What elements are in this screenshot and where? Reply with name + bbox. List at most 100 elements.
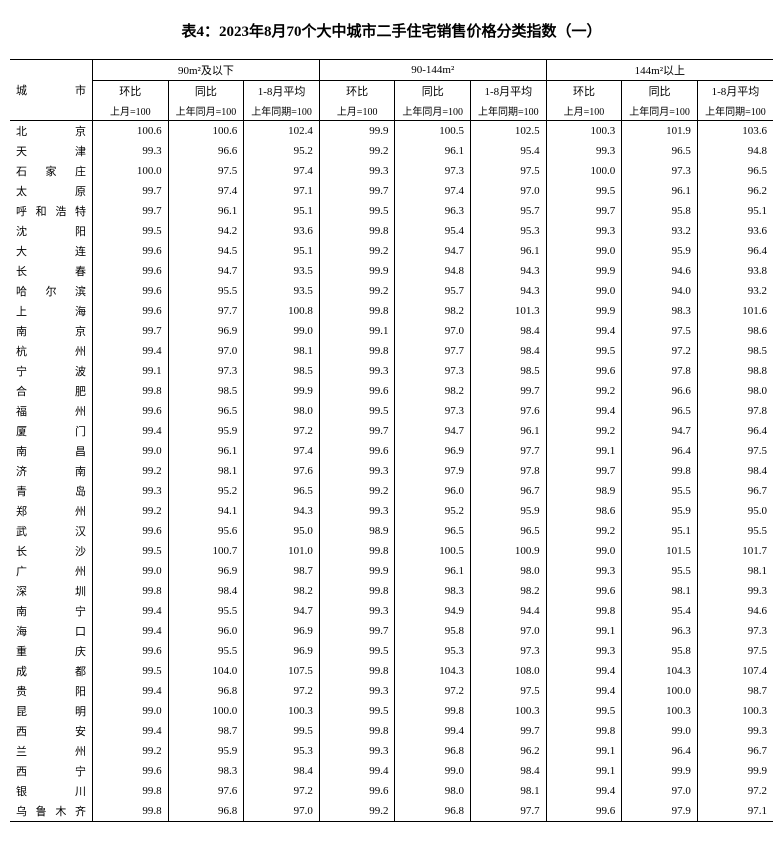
city-cell: 郑 州 (10, 501, 93, 521)
table-row: 南 昌99.096.197.499.696.997.799.196.497.5 (10, 441, 773, 461)
city-cell: 长 沙 (10, 541, 93, 561)
value-cell: 99.3 (546, 561, 622, 581)
table-row: 武 汉99.695.695.098.996.596.599.295.195.5 (10, 521, 773, 541)
value-cell: 96.7 (697, 481, 773, 501)
value-cell: 96.4 (697, 241, 773, 261)
city-cell: 北 京 (10, 121, 93, 142)
city-cell: 长 春 (10, 261, 93, 281)
value-cell: 99.5 (319, 641, 395, 661)
value-cell: 97.9 (395, 461, 471, 481)
city-cell: 西 安 (10, 721, 93, 741)
value-cell: 96.5 (471, 521, 547, 541)
table-row: 兰 州99.295.995.399.396.896.299.196.496.7 (10, 741, 773, 761)
price-index-table: 城市 90m²及以下 90-144m² 144m²以上 环比 同比 1-8月平均… (10, 59, 773, 822)
value-cell: 99.4 (546, 681, 622, 701)
value-cell: 99.6 (93, 281, 169, 301)
sub2-1: 上年同月=100 (168, 101, 244, 121)
value-cell: 95.7 (395, 281, 471, 301)
value-cell: 99.9 (546, 261, 622, 281)
value-cell: 97.2 (244, 681, 320, 701)
value-cell: 99.6 (93, 521, 169, 541)
value-cell: 99.0 (622, 721, 698, 741)
value-cell: 99.8 (319, 661, 395, 681)
value-cell: 98.1 (168, 461, 244, 481)
value-cell: 97.5 (471, 681, 547, 701)
value-cell: 98.4 (471, 321, 547, 341)
value-cell: 96.1 (471, 241, 547, 261)
value-cell: 96.9 (168, 561, 244, 581)
value-cell: 95.8 (622, 201, 698, 221)
value-cell: 99.0 (244, 321, 320, 341)
value-cell: 99.3 (319, 461, 395, 481)
city-cell: 天 津 (10, 141, 93, 161)
value-cell: 100.3 (622, 701, 698, 721)
value-cell: 100.5 (395, 121, 471, 142)
value-cell: 97.2 (395, 681, 471, 701)
value-cell: 96.1 (622, 181, 698, 201)
value-cell: 97.6 (471, 401, 547, 421)
sub2-7: 上年同月=100 (622, 101, 698, 121)
table-row: 天 津99.396.695.299.296.195.499.396.594.8 (10, 141, 773, 161)
value-cell: 96.1 (471, 421, 547, 441)
value-cell: 101.6 (697, 301, 773, 321)
table-row: 杭 州99.497.098.199.897.798.499.597.298.5 (10, 341, 773, 361)
value-cell: 95.9 (168, 421, 244, 441)
value-cell: 99.5 (546, 341, 622, 361)
value-cell: 99.1 (546, 741, 622, 761)
sub1-2: 1-8月平均 (244, 81, 320, 102)
value-cell: 99.9 (319, 261, 395, 281)
table-row: 广 州99.096.998.799.996.198.099.395.598.1 (10, 561, 773, 581)
value-cell: 99.6 (319, 441, 395, 461)
value-cell: 98.4 (471, 341, 547, 361)
value-cell: 93.6 (697, 221, 773, 241)
value-cell: 99.0 (93, 561, 169, 581)
city-cell: 沈 阳 (10, 221, 93, 241)
value-cell: 97.4 (244, 441, 320, 461)
value-cell: 99.3 (546, 221, 622, 241)
value-cell: 95.2 (244, 141, 320, 161)
value-cell: 95.9 (471, 501, 547, 521)
sub2-8: 上年同期=100 (697, 101, 773, 121)
value-cell: 99.6 (93, 761, 169, 781)
value-cell: 96.0 (168, 621, 244, 641)
table-row: 昆 明99.0100.0100.399.599.8100.399.5100.31… (10, 701, 773, 721)
table-row: 宁 波99.197.398.599.397.398.599.697.898.8 (10, 361, 773, 381)
table-title: 表4：2023年8月70个大中城市二手住宅销售价格分类指数（一） (10, 20, 773, 41)
value-cell: 97.5 (697, 641, 773, 661)
value-cell: 98.1 (622, 581, 698, 601)
group-0: 90m²及以下 (93, 60, 320, 81)
sub2-3: 上月=100 (319, 101, 395, 121)
sub1-1: 同比 (168, 81, 244, 102)
value-cell: 94.8 (697, 141, 773, 161)
value-cell: 97.5 (697, 441, 773, 461)
value-cell: 96.9 (244, 641, 320, 661)
city-cell: 乌鲁木齐 (10, 801, 93, 822)
value-cell: 99.7 (471, 721, 547, 741)
sub2-0: 上月=100 (93, 101, 169, 121)
value-cell: 99.0 (93, 701, 169, 721)
table-row: 乌鲁木齐99.896.897.099.296.897.799.697.997.1 (10, 801, 773, 822)
value-cell: 99.2 (319, 281, 395, 301)
value-cell: 99.2 (319, 481, 395, 501)
value-cell: 94.3 (471, 281, 547, 301)
value-cell: 95.5 (168, 281, 244, 301)
value-cell: 100.0 (546, 161, 622, 181)
value-cell: 98.8 (697, 361, 773, 381)
sub2-4: 上年同月=100 (395, 101, 471, 121)
value-cell: 95.5 (697, 521, 773, 541)
value-cell: 99.2 (546, 381, 622, 401)
value-cell: 98.1 (697, 561, 773, 581)
value-cell: 96.3 (622, 621, 698, 641)
value-cell: 99.8 (93, 801, 169, 822)
value-cell: 94.7 (395, 421, 471, 441)
city-cell: 济 南 (10, 461, 93, 481)
value-cell: 97.0 (244, 801, 320, 822)
value-cell: 99.5 (319, 201, 395, 221)
value-cell: 97.7 (168, 301, 244, 321)
value-cell: 99.6 (319, 781, 395, 801)
table-row: 长 春99.694.793.599.994.894.399.994.693.8 (10, 261, 773, 281)
value-cell: 99.8 (319, 581, 395, 601)
value-cell: 93.2 (622, 221, 698, 241)
value-cell: 97.3 (395, 361, 471, 381)
value-cell: 99.4 (93, 341, 169, 361)
